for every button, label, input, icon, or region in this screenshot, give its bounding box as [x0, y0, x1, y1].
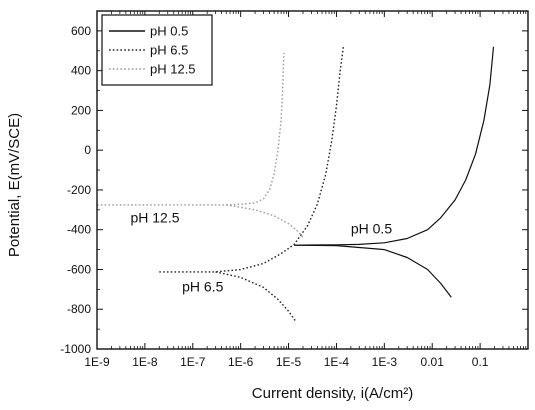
- y-tick-label: -600: [67, 262, 91, 276]
- x-tick-label: 1E-5: [276, 355, 302, 369]
- x-axis-title: Current density, i(A/cm²): [252, 385, 413, 402]
- x-tick-label: 1E-8: [132, 355, 158, 369]
- annotation-label: pH 12.5: [130, 210, 179, 226]
- series-layer: [97, 46, 495, 322]
- x-tick-label: 1E-7: [180, 355, 206, 369]
- series-line-2: [159, 46, 345, 273]
- x-tick-label: 1E-3: [372, 355, 398, 369]
- y-tick-label: -200: [67, 183, 91, 197]
- annotation-label: pH 0.5: [351, 221, 392, 237]
- series-line-1: [293, 244, 452, 298]
- plot-frame: [96, 10, 529, 350]
- legend-label: pH 6.5: [150, 43, 188, 58]
- y-axis-title: Potential, E(mV/SCE): [6, 113, 23, 257]
- series-line-5: [226, 204, 304, 239]
- legend-label: pH 12.5: [150, 62, 196, 77]
- y-tick-label: 0: [84, 143, 91, 157]
- y-tick-label: 200: [71, 103, 91, 117]
- x-tick-label: 1E-9: [84, 355, 110, 369]
- y-tick-label: 400: [71, 64, 91, 78]
- y-axis: -1000 -800 -600 -400 -200 0 200 400 600: [60, 24, 528, 356]
- annotation-label: pH 6.5: [182, 278, 223, 294]
- legend-label: pH 0.5: [150, 24, 188, 39]
- series-line-0: [293, 46, 495, 246]
- x-tick-label: 0.1: [472, 355, 489, 369]
- legend: pH 0.5 pH 6.5 pH 12.5: [101, 14, 213, 86]
- y-tick-label: 600: [71, 24, 91, 38]
- y-tick-label: -800: [67, 302, 91, 316]
- x-tick-label: 0.01: [421, 355, 445, 369]
- annotations: pH 12.5 pH 0.5 pH 6.5: [130, 210, 392, 295]
- x-tick-label: 1E-6: [228, 355, 254, 369]
- x-tick-label: 1E-4: [324, 355, 350, 369]
- x-axis: 1E-9 1E-8 1E-7 1E-6 1E-5 1E-4 1E-3 0.01 0.1: [84, 11, 527, 369]
- y-tick-label: -400: [67, 223, 91, 237]
- series-line-4: [97, 52, 285, 206]
- y-tick-label: -1000: [60, 342, 91, 356]
- legend-box: [101, 14, 213, 86]
